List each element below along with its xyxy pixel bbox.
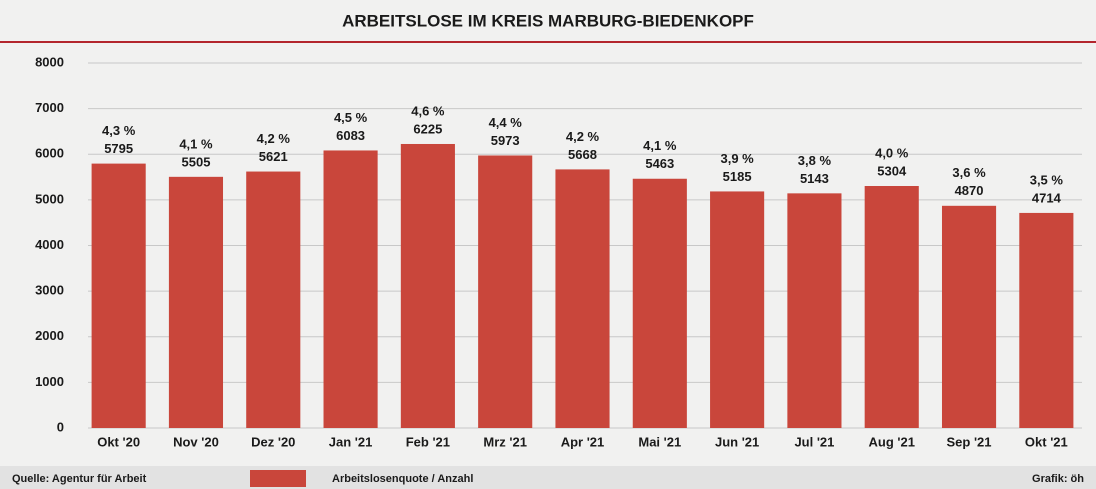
y-tick-label: 1000 <box>35 374 64 389</box>
x-tick-label: Mai '21 <box>638 434 681 449</box>
y-tick-label: 5000 <box>35 191 64 206</box>
rate-label: 4,1 % <box>643 138 677 153</box>
rate-label: 4,4 % <box>489 115 523 130</box>
value-label: 5505 <box>182 154 211 169</box>
rate-label: 3,5 % <box>1030 172 1064 187</box>
bar <box>710 191 765 428</box>
x-tick-label: Jan '21 <box>329 434 373 449</box>
value-label: 5143 <box>800 171 829 186</box>
bar <box>632 178 687 428</box>
value-label: 6225 <box>413 121 442 136</box>
rate-label: 3,6 % <box>952 165 986 180</box>
chart-title: ARBEITSLOSE IM KREIS MARBURG-BIEDENKOPF <box>342 11 754 30</box>
bar <box>787 193 842 428</box>
x-tick-label: Jun '21 <box>715 434 759 449</box>
bar <box>91 163 146 428</box>
legend-swatch <box>250 470 306 487</box>
value-label: 5463 <box>645 156 674 171</box>
bar <box>400 143 455 428</box>
bar <box>323 150 378 428</box>
rate-label: 4,1 % <box>179 136 213 151</box>
bar <box>168 176 224 428</box>
x-tick-label: Sep '21 <box>947 434 992 449</box>
rate-label: 4,2 % <box>566 129 600 144</box>
value-label: 6083 <box>336 128 365 143</box>
x-tick-label: Mrz '21 <box>483 434 527 449</box>
legend-label: Arbeitslosenquote / Anzahl <box>332 473 473 485</box>
y-tick-label: 3000 <box>35 283 64 298</box>
bar <box>478 155 533 428</box>
value-label: 4714 <box>1032 190 1062 205</box>
footer <box>0 466 1096 489</box>
y-tick-label: 6000 <box>35 146 64 161</box>
rate-label: 4,3 % <box>102 123 136 138</box>
bar <box>1019 212 1074 428</box>
rate-label: 4,6 % <box>411 103 445 118</box>
rate-label: 4,2 % <box>257 131 291 146</box>
value-label: 5185 <box>723 169 752 184</box>
x-tick-label: Dez '20 <box>251 434 295 449</box>
value-label: 5668 <box>568 147 597 162</box>
y-tick-label: 4000 <box>35 237 64 252</box>
x-tick-label: Feb '21 <box>406 434 450 449</box>
value-label: 5973 <box>491 133 520 148</box>
source: Quelle: Agentur für Arbeit <box>12 473 147 485</box>
y-tick-label: 0 <box>57 419 64 434</box>
x-tick-label: Jul '21 <box>794 434 834 449</box>
value-label: 5304 <box>877 163 907 178</box>
value-label: 4870 <box>955 183 984 198</box>
credit: Grafik: öh <box>1032 473 1084 485</box>
x-tick-label: Apr '21 <box>561 434 605 449</box>
x-tick-label: Aug '21 <box>869 434 915 449</box>
bar <box>864 186 919 428</box>
value-label: 5795 <box>104 141 133 156</box>
bar <box>555 169 610 428</box>
y-tick-label: 8000 <box>35 54 64 69</box>
x-tick-label: Okt '21 <box>1025 434 1068 449</box>
x-tick-label: Nov '20 <box>173 434 219 449</box>
y-tick-label: 7000 <box>35 100 64 115</box>
x-tick-label: Okt '20 <box>97 434 140 449</box>
bar <box>941 205 997 428</box>
rate-label: 3,9 % <box>720 151 754 166</box>
rate-label: 4,0 % <box>875 145 909 160</box>
value-label: 5621 <box>259 149 288 164</box>
rate-label: 3,8 % <box>798 153 832 168</box>
y-tick-label: 2000 <box>35 328 64 343</box>
bar <box>246 171 301 428</box>
rate-label: 4,5 % <box>334 110 368 125</box>
